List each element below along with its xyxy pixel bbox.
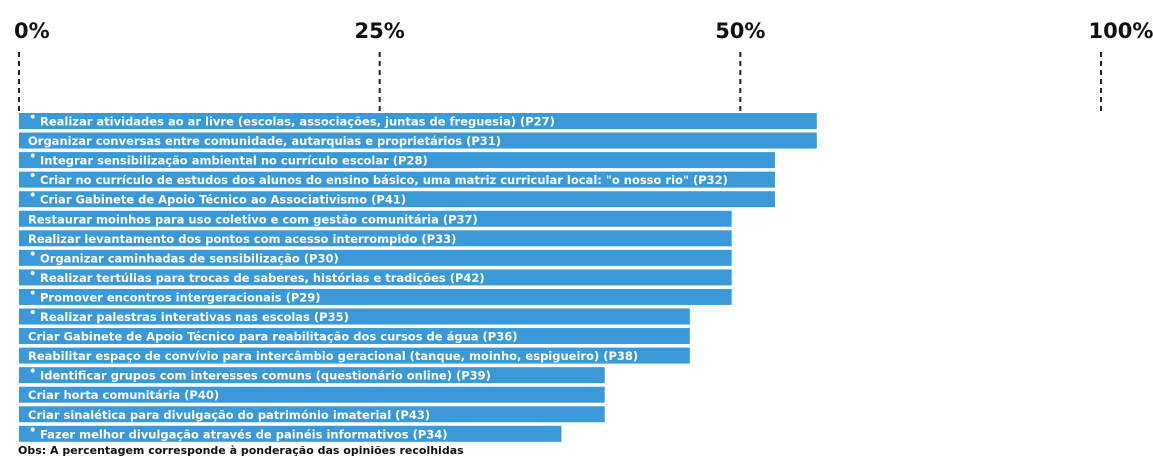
bar <box>19 210 732 227</box>
x-tick-label: 100% <box>1089 19 1153 43</box>
bar-label: Fazer melhor divulgação através de painé… <box>40 427 448 441</box>
bar-label: Realizar tertúlias para trocas de sabere… <box>40 271 485 285</box>
bar <box>19 386 605 403</box>
bar <box>19 152 775 169</box>
bar <box>19 230 732 247</box>
bar <box>19 132 817 149</box>
bar <box>19 288 732 305</box>
bar-label: Realizar atividades ao ar livre (escolas… <box>40 115 555 129</box>
bar-label: Restaurar moinhos para uso coletivo e co… <box>28 212 478 226</box>
bar <box>19 425 562 442</box>
bar-label: Promover encontros intergeracionais (P29… <box>40 290 321 304</box>
bar <box>19 113 817 129</box>
bar-marker: • <box>29 286 36 300</box>
x-tick-label: 50% <box>715 19 765 43</box>
bar <box>19 328 690 345</box>
bar-marker: • <box>29 110 36 124</box>
bar-marker: • <box>29 188 36 202</box>
bar-marker: • <box>29 423 36 437</box>
bar-marker: • <box>29 169 36 183</box>
bar-marker: • <box>29 247 36 261</box>
bar-label: Reabilitar espaço de convívio para inter… <box>28 349 638 363</box>
bar-label: Realizar levantamento dos pontos com ace… <box>28 232 456 246</box>
footnote: Obs: A percentagem corresponde à pondera… <box>18 444 464 457</box>
bar-label: Criar horta comunitária (P40) <box>28 388 219 402</box>
bar <box>19 171 775 188</box>
bar-label: Integrar sensibilização ambiental no cur… <box>40 154 428 168</box>
bar <box>19 406 605 423</box>
bar-marker: • <box>29 149 36 163</box>
bar-label: Criar Gabinete de Apoio Técnico ao Assoc… <box>40 193 406 207</box>
bar-label: Identificar grupos com interesses comuns… <box>40 369 491 383</box>
bar <box>19 347 690 364</box>
bar <box>19 367 605 384</box>
bar-marker: • <box>29 364 36 378</box>
bar <box>19 249 732 266</box>
bar-label: Criar no currículo de estudos dos alunos… <box>40 173 728 187</box>
x-tick-label: 25% <box>355 19 405 43</box>
bar-label: Realizar palestras interativas nas escol… <box>40 310 349 324</box>
bar <box>19 308 690 325</box>
bar-marker: • <box>29 306 36 320</box>
bar <box>19 269 732 286</box>
x-tick-label: 0% <box>14 19 50 43</box>
bar-marker: • <box>29 266 36 280</box>
bar-label: Criar sinalética para divulgação do patr… <box>28 408 430 422</box>
bar-label: Organizar caminhadas de sensibilização (… <box>40 251 339 265</box>
bar <box>19 191 775 208</box>
bar-label: Criar Gabinete de Apoio Técnico para rea… <box>28 330 517 344</box>
bar-label: Organizar conversas entre comunidade, au… <box>28 134 501 148</box>
